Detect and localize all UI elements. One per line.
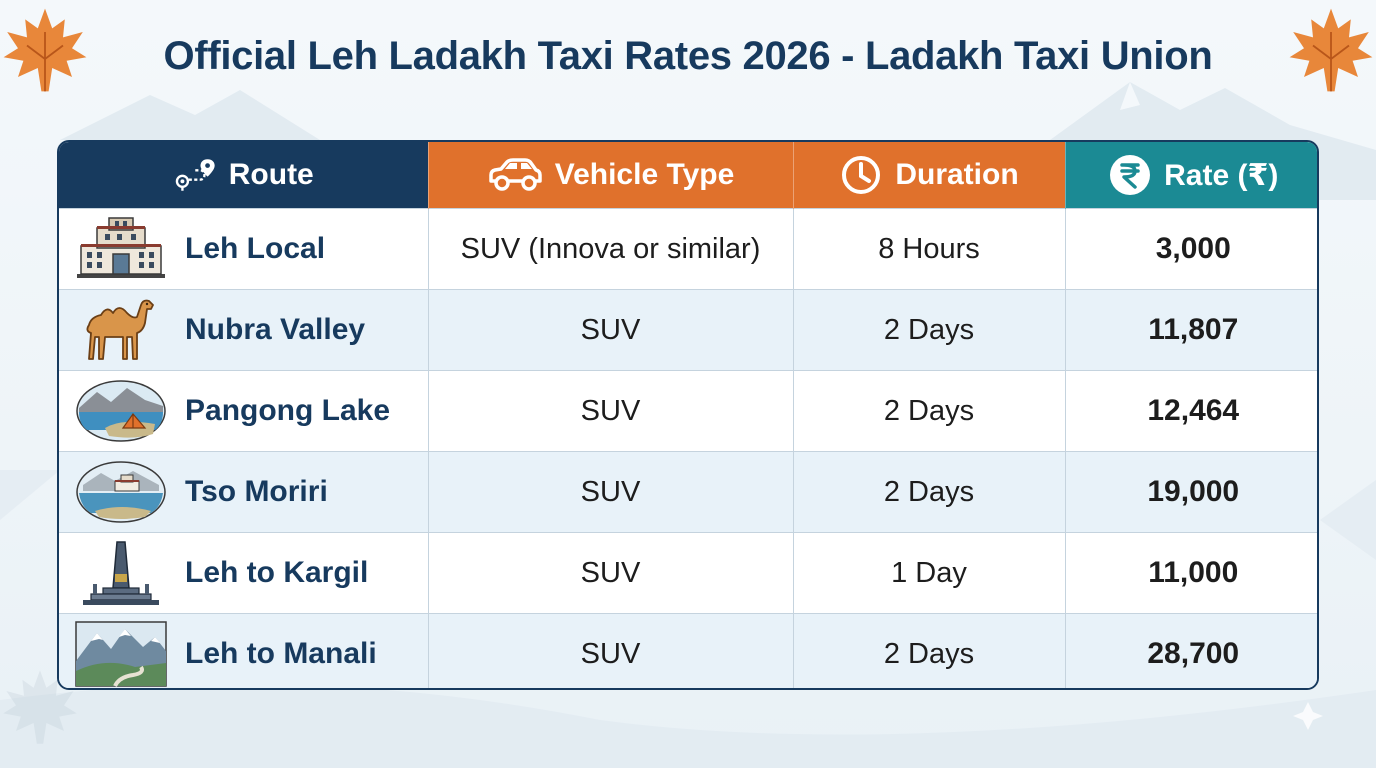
lake-tent-icon xyxy=(73,376,169,446)
route-cell: Leh to Manali xyxy=(59,613,429,688)
mountain-road-icon xyxy=(73,619,169,688)
header-duration-label: Duration xyxy=(895,158,1019,191)
header-rate-label: Rate (₹) xyxy=(1164,158,1279,192)
maple-leaf-left-icon xyxy=(3,8,87,92)
table-row: Pangong Lake SUV 2 Days 12,464 xyxy=(59,370,1317,452)
maple-leaf-faint-icon xyxy=(3,670,77,744)
car-icon xyxy=(487,153,543,197)
table-header-row: Route Vehicle Type xyxy=(59,142,1317,209)
rate-cell: 3,000 xyxy=(1065,208,1317,290)
route-name: Nubra Valley xyxy=(185,313,366,346)
rupee-icon xyxy=(1108,153,1152,197)
route-name: Leh to Manali xyxy=(185,637,377,670)
vehicle-cell: SUV (Innova or similar) xyxy=(428,208,794,290)
route-cell: Leh to Kargil xyxy=(59,532,429,614)
route-cell: Nubra Valley xyxy=(59,289,429,371)
route-pin-icon xyxy=(173,153,217,197)
route-name: Leh to Kargil xyxy=(185,556,369,589)
rate-cell: 12,464 xyxy=(1065,370,1317,452)
page-title: Official Leh Ladakh Taxi Rates 2026 - La… xyxy=(163,34,1213,78)
table-row: Leh Local SUV (Innova or similar) 8 Hour… xyxy=(59,208,1317,290)
rate-cell: 11,807 xyxy=(1065,289,1317,371)
header-route-label: Route xyxy=(228,158,314,191)
vehicle-cell: SUV xyxy=(428,289,794,371)
duration-cell: 2 Days xyxy=(793,370,1066,452)
duration-cell: 2 Days xyxy=(793,289,1066,371)
vehicle-cell: SUV xyxy=(428,370,794,452)
route-cell: Pangong Lake xyxy=(59,370,429,452)
route-name: Leh Local xyxy=(185,232,326,265)
war-memorial-icon xyxy=(73,538,169,608)
rate-cell: 11,000 xyxy=(1065,532,1317,614)
duration-cell: 8 Hours xyxy=(793,208,1066,290)
table-row: Leh to Manali SUV 2 Days 28,700 xyxy=(59,613,1317,688)
header-vehicle-type: Vehicle Type xyxy=(428,142,794,209)
header-rate: Rate (₹) xyxy=(1065,142,1317,209)
camel-icon xyxy=(73,295,169,365)
palace-icon xyxy=(73,214,169,284)
route-name: Pangong Lake xyxy=(185,394,391,427)
vehicle-cell: SUV xyxy=(428,451,794,533)
rate-cell: 19,000 xyxy=(1065,451,1317,533)
maple-leaf-right-icon xyxy=(1289,8,1373,92)
table-row: Nubra Valley SUV 2 Days 11,807 xyxy=(59,289,1317,371)
header-duration: Duration xyxy=(793,142,1066,209)
route-cell: Tso Moriri xyxy=(59,451,429,533)
table-row: Tso Moriri SUV 2 Days 19,000 xyxy=(59,451,1317,533)
route-cell: Leh Local xyxy=(59,208,429,290)
table-row: Leh to Kargil SUV 1 Day 11,000 xyxy=(59,532,1317,614)
rate-cell: 28,700 xyxy=(1065,613,1317,688)
header-route: Route xyxy=(59,142,429,209)
duration-cell: 2 Days xyxy=(793,613,1066,688)
route-name: Tso Moriri xyxy=(185,475,328,508)
vehicle-cell: SUV xyxy=(428,613,794,688)
vehicle-cell: SUV xyxy=(428,532,794,614)
lake-monastery-icon xyxy=(73,457,169,527)
taxi-rates-table: Route Vehicle Type xyxy=(57,140,1319,690)
duration-cell: 1 Day xyxy=(793,532,1066,614)
header-vehicle-label: Vehicle Type xyxy=(554,158,735,191)
clock-icon xyxy=(839,153,883,197)
duration-cell: 2 Days xyxy=(793,451,1066,533)
